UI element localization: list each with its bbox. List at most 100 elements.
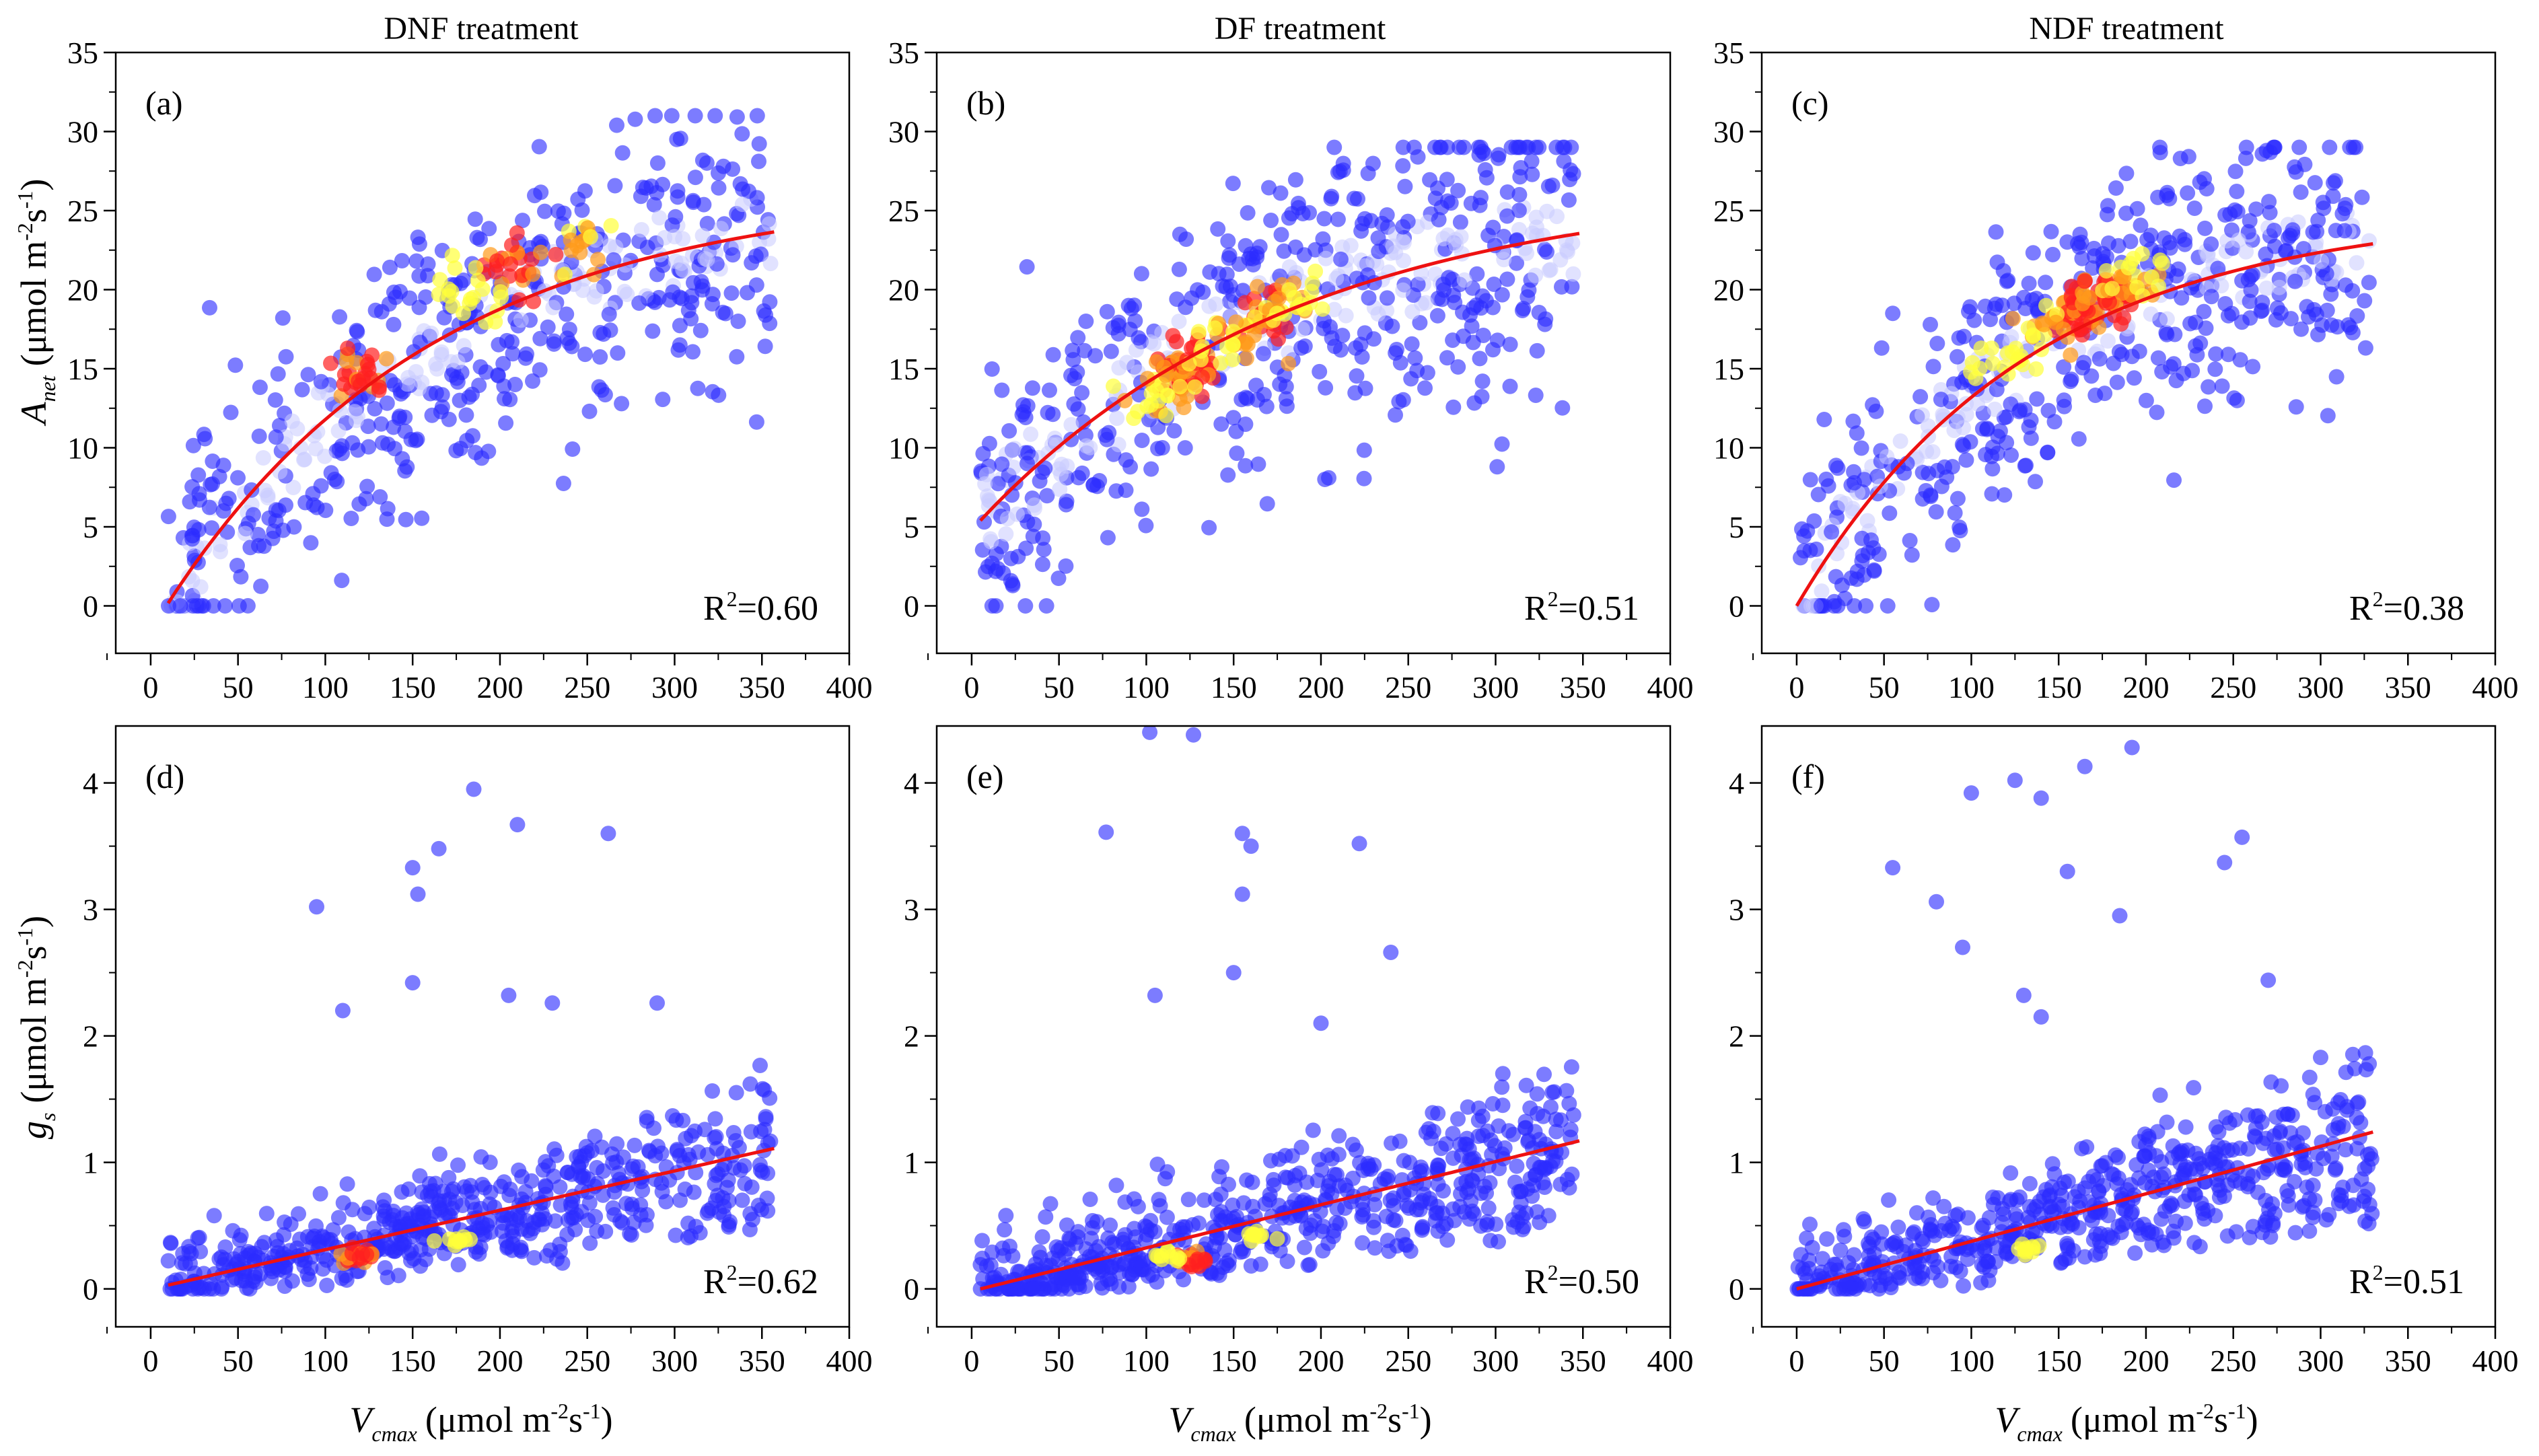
data-point <box>1020 456 1035 472</box>
data-point <box>2201 379 2217 395</box>
data-point <box>1434 291 1450 307</box>
data-point <box>1429 307 1445 324</box>
data-point <box>431 1146 448 1162</box>
data-point <box>2197 398 2213 414</box>
x-tick-label: 0 <box>1789 670 1804 704</box>
data-point <box>481 221 497 237</box>
data-point <box>1172 226 1188 242</box>
data-point-outlier <box>501 987 517 1003</box>
data-point <box>723 285 740 301</box>
data-point <box>646 196 662 213</box>
x-tick-label: 0 <box>143 670 158 704</box>
data-point <box>1074 385 1090 401</box>
data-point <box>2325 188 2341 205</box>
data-point <box>1494 436 1510 452</box>
data-point <box>1439 1232 1456 1248</box>
data-point <box>1119 355 1135 371</box>
plot-frame <box>1760 725 2497 1328</box>
data-point <box>1890 1219 1906 1235</box>
data-point <box>1038 1209 1054 1225</box>
data-point <box>253 578 269 594</box>
data-point <box>2194 1201 2211 1216</box>
data-point <box>672 318 688 334</box>
data-point <box>1824 524 1840 540</box>
data-point <box>650 1138 666 1155</box>
data-point <box>1474 373 1491 390</box>
data-point <box>538 1154 554 1170</box>
data-point <box>574 202 590 218</box>
data-point <box>2210 260 2226 277</box>
data-point <box>465 428 480 444</box>
y-tick-label: 15 <box>888 352 919 386</box>
data-point <box>1483 1132 1499 1149</box>
data-point <box>751 153 766 170</box>
data-point-dense <box>1213 355 1229 371</box>
r-squared-label: R2=0.51 <box>1524 587 1639 628</box>
data-point <box>568 1207 584 1223</box>
data-point <box>1469 266 1485 282</box>
panel-label: (d) <box>145 758 184 795</box>
data-point <box>2091 1184 2107 1200</box>
data-point <box>994 382 1010 398</box>
data-point <box>692 322 709 338</box>
data-point <box>394 1184 410 1200</box>
data-point <box>468 445 484 461</box>
data-point <box>592 349 608 365</box>
data-point <box>2172 151 2188 166</box>
data-point <box>1826 593 1843 610</box>
data-point <box>1435 1218 1451 1235</box>
data-point <box>2152 145 2168 161</box>
svg-text:Anet(μmol m-2s-1): Anet(μmol m-2s-1) <box>13 179 60 427</box>
data-point-dense <box>1281 355 1297 371</box>
data-point <box>2131 343 2147 359</box>
data-point <box>627 1137 643 1153</box>
data-point-dense <box>1158 408 1174 424</box>
data-point <box>736 1158 752 1174</box>
data-point <box>2197 220 2213 236</box>
data-point <box>714 1161 730 1177</box>
data-point <box>1565 1107 1581 1123</box>
data-point <box>297 495 314 511</box>
data-point <box>609 117 624 133</box>
x-tick-label: 150 <box>1211 1344 1257 1378</box>
data-point <box>758 1109 774 1125</box>
data-point <box>2003 447 2019 463</box>
data-point <box>2307 175 2323 191</box>
data-point <box>2257 1214 2273 1230</box>
data-point-dense <box>557 266 573 283</box>
data-point <box>1924 597 1940 613</box>
data-point <box>1098 427 1114 443</box>
data-point <box>1303 1217 1319 1233</box>
data-point <box>1562 172 1578 188</box>
data-point <box>1038 598 1054 614</box>
data-point <box>2281 1197 2297 1213</box>
fit-line <box>979 231 1580 522</box>
data-point <box>397 463 413 479</box>
data-point <box>2065 1243 2081 1259</box>
data-point <box>1432 139 1448 155</box>
data-point <box>2305 1087 2321 1103</box>
data-point <box>1494 1079 1510 1095</box>
data-point <box>386 377 402 393</box>
data-point <box>1087 348 1104 364</box>
data-point <box>217 1239 234 1255</box>
data-point <box>1323 190 1339 207</box>
data-point <box>748 414 764 430</box>
data-point <box>976 514 992 530</box>
data-point <box>2328 1160 2344 1176</box>
data-point <box>414 374 430 390</box>
data-point <box>2319 302 2335 318</box>
data-point <box>1332 251 1349 267</box>
data-point-outlier <box>1186 727 1201 743</box>
data-point <box>246 507 261 523</box>
data-point <box>190 1230 206 1246</box>
data-point <box>398 511 414 527</box>
data-point <box>1482 1175 1498 1191</box>
data-point <box>2071 431 2087 447</box>
data-point <box>2025 245 2041 261</box>
data-point <box>1034 556 1050 573</box>
data-point <box>1881 1192 1897 1208</box>
data-point <box>1330 211 1346 227</box>
data-point <box>2273 305 2289 321</box>
data-point-outlier <box>509 817 526 833</box>
